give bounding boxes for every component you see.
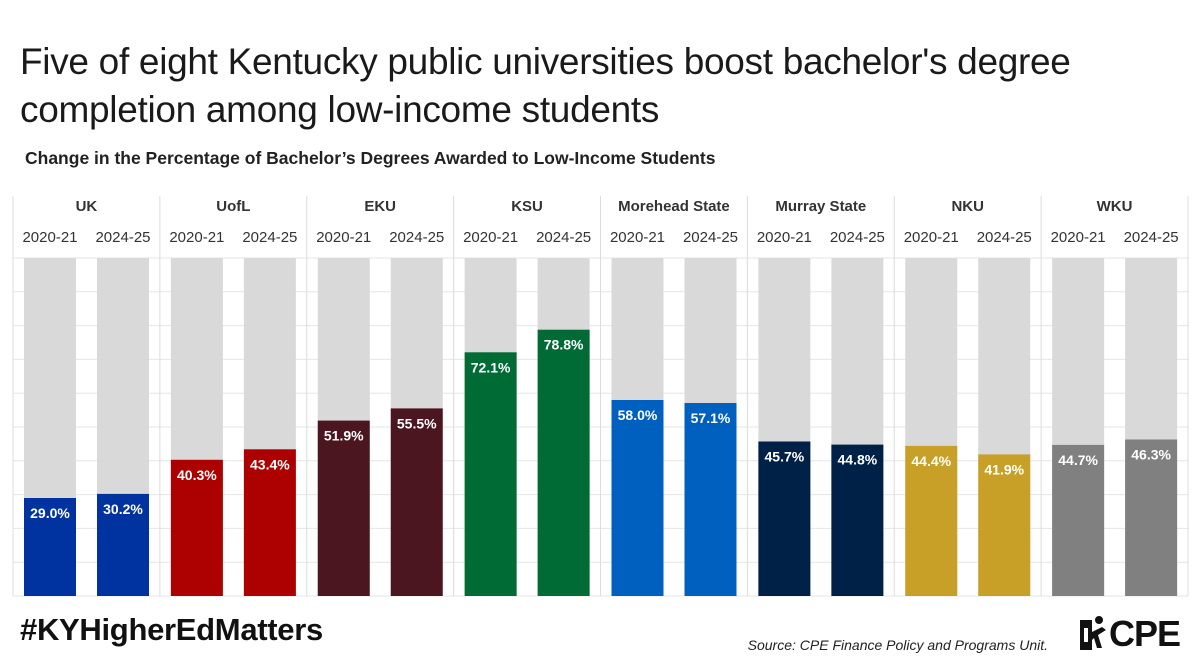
year-label: 2024-25 [95,229,150,246]
year-label: 2020-21 [610,229,665,246]
year-label: 2024-25 [1124,229,1179,246]
bar [1125,439,1178,596]
bar-value-label: 72.1% [471,359,511,375]
hashtag: #KYHigherEdMatters [20,612,323,647]
bar-value-label: 58.0% [618,407,658,423]
year-label: 2020-21 [169,229,224,246]
bar [317,420,370,596]
group-label: EKU [364,198,396,215]
bar [831,444,884,596]
year-label: 2020-21 [22,229,77,246]
group-label: NKU [951,198,984,215]
cpe-logo: CPE [1078,612,1188,656]
bar-value-label: 55.5% [397,415,437,431]
bar [24,498,76,596]
bar-value-label: 57.1% [691,410,731,426]
bar-value-label: 40.3% [177,467,217,483]
group-label: WKU [1097,198,1133,215]
bar-value-label: 51.9% [324,428,364,444]
bar-value-label: 43.4% [250,456,290,472]
year-label: 2024-25 [977,229,1032,246]
bar [170,459,223,596]
year-label: 2024-25 [683,229,738,246]
year-label: 2020-21 [1051,229,1106,246]
bar [243,449,296,596]
group-label: Morehead State [618,198,730,215]
source-note: Source: CPE Finance Policy and Programs … [747,637,1048,653]
cpe-logo-icon [1080,616,1106,650]
chart-subtitle: Change in the Percentage of Bachelor’s D… [25,148,716,168]
bar-chart: UK 2020-21 29.0% 2024-25 30.2% UofL 2020-21 40.… [12,196,1189,597]
bar-value-label: 78.8% [544,337,584,353]
year-label: 2020-21 [463,229,518,246]
bar-value-label: 46.3% [1131,447,1171,463]
bar [905,445,958,596]
year-label: 2024-25 [389,229,444,246]
bar [390,408,443,596]
bar-value-label: 29.0% [30,505,70,521]
bar [611,400,664,596]
year-label: 2024-25 [830,229,885,246]
bar [97,493,149,596]
bar [1052,444,1105,596]
group-label: Murray State [775,198,866,215]
bar-value-label: 45.7% [765,449,805,465]
bar-value-label: 44.4% [911,453,951,469]
bar [464,352,517,596]
year-label: 2024-25 [536,229,591,246]
year-label: 2020-21 [757,229,812,246]
year-label: 2020-21 [316,229,371,246]
chart-title: Five of eight Kentucky public universiti… [20,41,1071,130]
group-label: KSU [511,198,543,215]
group-label: UK [76,198,98,215]
cpe-logo-text: CPE [1109,613,1181,654]
bar [978,454,1031,596]
bar [758,441,811,596]
year-label: 2020-21 [904,229,959,246]
bar-value-label: 44.8% [838,452,878,468]
bar [684,403,737,596]
group-label: UofL [216,198,250,215]
bar [537,329,590,596]
bar-value-label: 30.2% [103,501,143,517]
year-label: 2024-25 [242,229,297,246]
bar-value-label: 44.7% [1058,452,1098,468]
bar-value-label: 41.9% [984,461,1024,477]
